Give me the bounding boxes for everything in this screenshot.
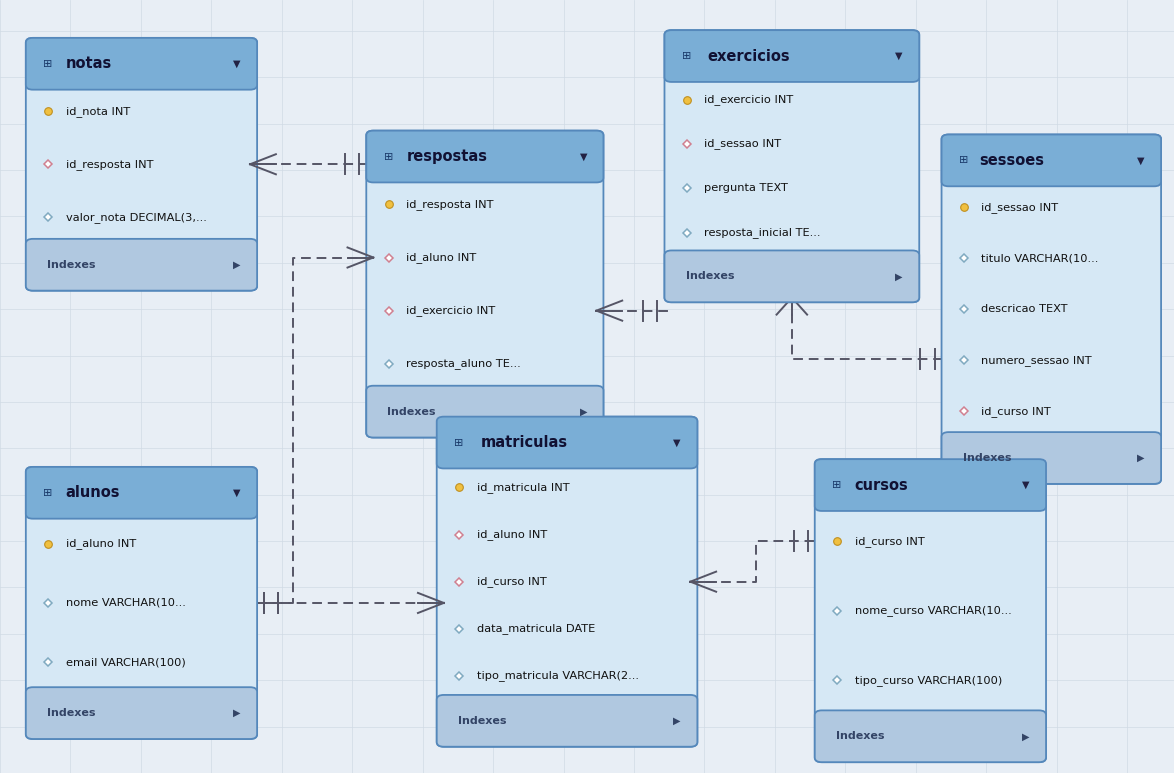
FancyBboxPatch shape <box>815 459 1046 511</box>
FancyBboxPatch shape <box>26 239 257 291</box>
FancyBboxPatch shape <box>942 135 1161 186</box>
Text: ▼: ▼ <box>234 59 241 69</box>
Text: resposta_inicial TE...: resposta_inicial TE... <box>704 227 821 238</box>
Text: id_resposta INT: id_resposta INT <box>66 158 154 170</box>
Text: id_curso INT: id_curso INT <box>855 536 924 547</box>
Text: ▶: ▶ <box>896 271 903 281</box>
Text: id_sessao INT: id_sessao INT <box>981 202 1059 213</box>
Text: nome_curso VARCHAR(10...: nome_curso VARCHAR(10... <box>855 605 1012 616</box>
Text: ⊞: ⊞ <box>43 488 53 498</box>
FancyBboxPatch shape <box>437 417 697 468</box>
FancyBboxPatch shape <box>942 135 1161 484</box>
Text: ▼: ▼ <box>1138 155 1145 165</box>
Text: id_aluno INT: id_aluno INT <box>406 252 477 263</box>
Text: id_resposta INT: id_resposta INT <box>406 199 494 209</box>
Text: ⊞: ⊞ <box>682 51 691 61</box>
Text: id_nota INT: id_nota INT <box>66 106 130 117</box>
FancyBboxPatch shape <box>664 30 919 302</box>
Text: id_curso INT: id_curso INT <box>477 576 546 587</box>
Text: cursos: cursos <box>855 478 909 492</box>
Text: ▶: ▶ <box>580 407 587 417</box>
Text: ▼: ▼ <box>580 152 587 162</box>
Text: ⊞: ⊞ <box>454 438 464 448</box>
Text: ⊞: ⊞ <box>832 480 842 490</box>
Text: data_matricula DATE: data_matricula DATE <box>477 623 595 635</box>
FancyBboxPatch shape <box>815 459 1046 762</box>
Text: ▶: ▶ <box>674 716 681 726</box>
Text: matriculas: matriculas <box>480 435 568 450</box>
Text: ▼: ▼ <box>234 488 241 498</box>
Text: sessoes: sessoes <box>979 153 1045 168</box>
Text: Indexes: Indexes <box>963 453 1011 463</box>
Text: Indexes: Indexes <box>387 407 436 417</box>
Text: ▼: ▼ <box>896 51 903 61</box>
Text: id_aluno INT: id_aluno INT <box>66 538 136 549</box>
Text: numero_sessao INT: numero_sessao INT <box>981 355 1092 366</box>
FancyBboxPatch shape <box>26 467 257 519</box>
FancyBboxPatch shape <box>942 432 1161 484</box>
Text: valor_nota DECIMAL(3,...: valor_nota DECIMAL(3,... <box>66 212 207 223</box>
FancyBboxPatch shape <box>437 417 697 747</box>
Text: ▶: ▶ <box>234 260 241 270</box>
FancyBboxPatch shape <box>26 38 257 291</box>
Text: ▶: ▶ <box>1023 731 1030 741</box>
Text: Indexes: Indexes <box>686 271 734 281</box>
Text: ▶: ▶ <box>1138 453 1145 463</box>
Text: ▼: ▼ <box>1023 480 1030 490</box>
Text: Indexes: Indexes <box>458 716 506 726</box>
Text: pergunta TEXT: pergunta TEXT <box>704 183 788 193</box>
Text: notas: notas <box>66 56 112 71</box>
Text: email VARCHAR(100): email VARCHAR(100) <box>66 657 185 667</box>
FancyBboxPatch shape <box>26 38 257 90</box>
FancyBboxPatch shape <box>437 695 697 747</box>
FancyBboxPatch shape <box>26 687 257 739</box>
Text: ⊞: ⊞ <box>384 152 393 162</box>
FancyBboxPatch shape <box>366 131 603 438</box>
Text: nome VARCHAR(10...: nome VARCHAR(10... <box>66 598 185 608</box>
Text: resposta_aluno TE...: resposta_aluno TE... <box>406 359 521 369</box>
FancyBboxPatch shape <box>664 30 919 82</box>
FancyBboxPatch shape <box>664 250 919 302</box>
Text: alunos: alunos <box>66 485 120 500</box>
Text: ⊞: ⊞ <box>43 59 53 69</box>
Text: id_sessao INT: id_sessao INT <box>704 138 782 149</box>
Text: Indexes: Indexes <box>47 260 95 270</box>
Text: id_exercicio INT: id_exercicio INT <box>406 305 495 316</box>
Text: descricao TEXT: descricao TEXT <box>981 305 1068 314</box>
Text: Indexes: Indexes <box>836 731 884 741</box>
FancyBboxPatch shape <box>815 710 1046 762</box>
FancyBboxPatch shape <box>366 131 603 182</box>
Text: ▼: ▼ <box>674 438 681 448</box>
Text: id_aluno INT: id_aluno INT <box>477 529 547 540</box>
Text: tipo_curso VARCHAR(100): tipo_curso VARCHAR(100) <box>855 675 1001 686</box>
FancyBboxPatch shape <box>26 467 257 739</box>
Text: id_exercicio INT: id_exercicio INT <box>704 94 794 105</box>
Text: ▶: ▶ <box>234 708 241 718</box>
FancyBboxPatch shape <box>366 386 603 438</box>
Text: tipo_matricula VARCHAR(2...: tipo_matricula VARCHAR(2... <box>477 670 639 682</box>
Text: respostas: respostas <box>406 149 487 164</box>
Text: id_matricula INT: id_matricula INT <box>477 482 569 493</box>
Text: Indexes: Indexes <box>47 708 95 718</box>
Text: titulo VARCHAR(10...: titulo VARCHAR(10... <box>981 254 1099 263</box>
Text: id_curso INT: id_curso INT <box>981 406 1051 417</box>
Text: exercicios: exercicios <box>708 49 790 63</box>
Text: ⊞: ⊞ <box>959 155 969 165</box>
